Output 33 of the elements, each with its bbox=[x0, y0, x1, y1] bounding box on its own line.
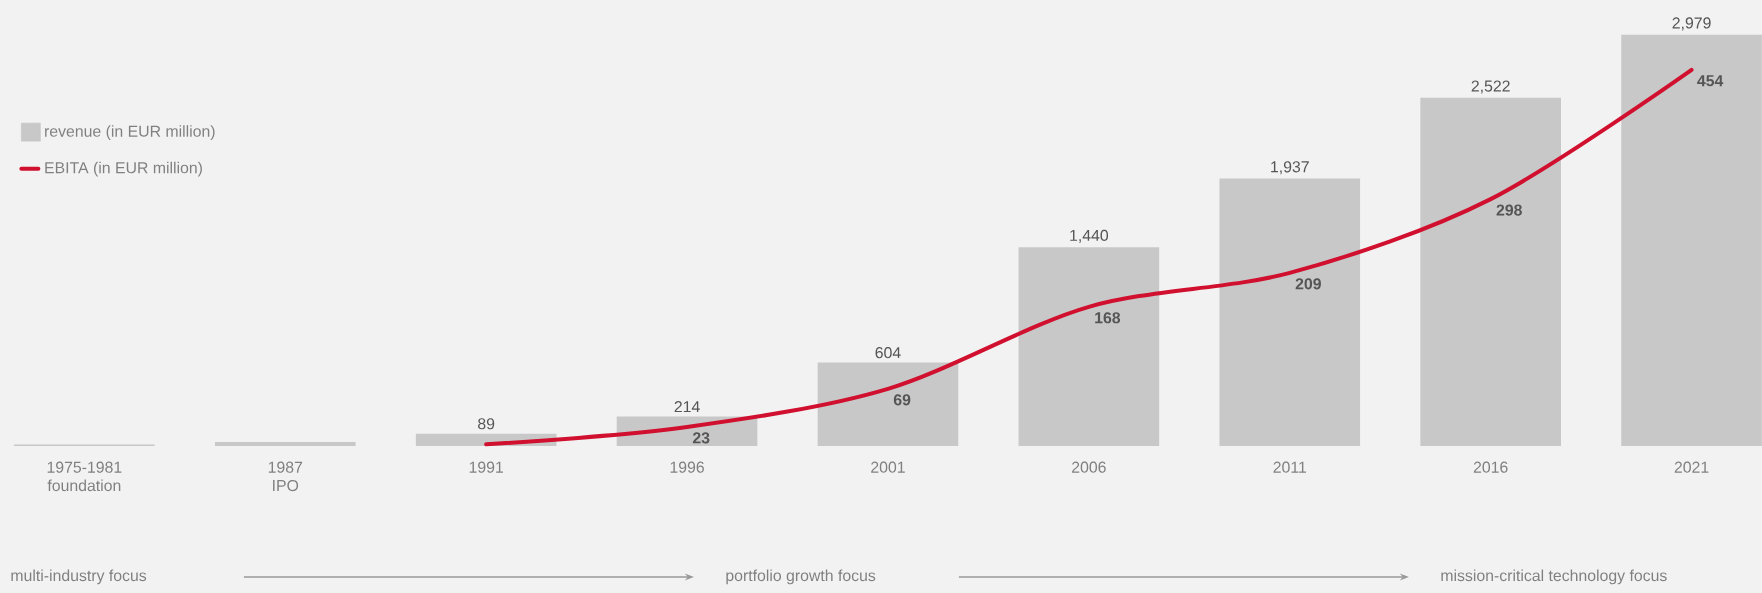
text: multi-industry focus bbox=[11, 569, 147, 585]
bar bbox=[214, 442, 356, 446]
data-label: 1,440 bbox=[1070, 229, 1109, 243]
x-tick-label: 2011 bbox=[1273, 461, 1307, 473]
data-label: 209 bbox=[1295, 278, 1321, 290]
x-tick-label: 2021 bbox=[1674, 461, 1709, 473]
data-label: 23 bbox=[692, 432, 710, 444]
data-label: 69 bbox=[893, 394, 911, 406]
x-tick-label: 1996 bbox=[670, 461, 704, 473]
bar bbox=[1219, 178, 1361, 446]
data-label: 604 bbox=[875, 347, 901, 359]
bar bbox=[1420, 97, 1561, 446]
legend-label: revenue (in EUR million) bbox=[45, 125, 215, 140]
data-label: 454 bbox=[1697, 75, 1724, 87]
data-label: 298 bbox=[1496, 204, 1522, 216]
text: portfolio growth focus bbox=[726, 569, 876, 585]
bar bbox=[1018, 247, 1160, 446]
x-tick-label: 1987 IPO bbox=[268, 461, 303, 492]
data-label: 89 bbox=[478, 418, 495, 430]
x-tick-label: 1991 bbox=[469, 461, 503, 473]
data-label: 168 bbox=[1095, 312, 1121, 324]
bar bbox=[1621, 34, 1762, 446]
bar bbox=[817, 362, 959, 446]
legend-label: EBITA (in EUR million) bbox=[45, 161, 202, 177]
x-tick-label: 2006 bbox=[1072, 461, 1106, 473]
text: mission-critical technology focus bbox=[1441, 569, 1667, 585]
x-tick-label: 1975-1981 foundation bbox=[47, 461, 122, 492]
data-label: 2,979 bbox=[1672, 17, 1711, 31]
x-tick-label: 2001 bbox=[871, 461, 905, 473]
data-label: 2,522 bbox=[1471, 80, 1510, 94]
data-label: 1,937 bbox=[1271, 161, 1309, 175]
data-label: 214 bbox=[674, 401, 700, 413]
x-tick-label: 2016 bbox=[1473, 461, 1508, 473]
